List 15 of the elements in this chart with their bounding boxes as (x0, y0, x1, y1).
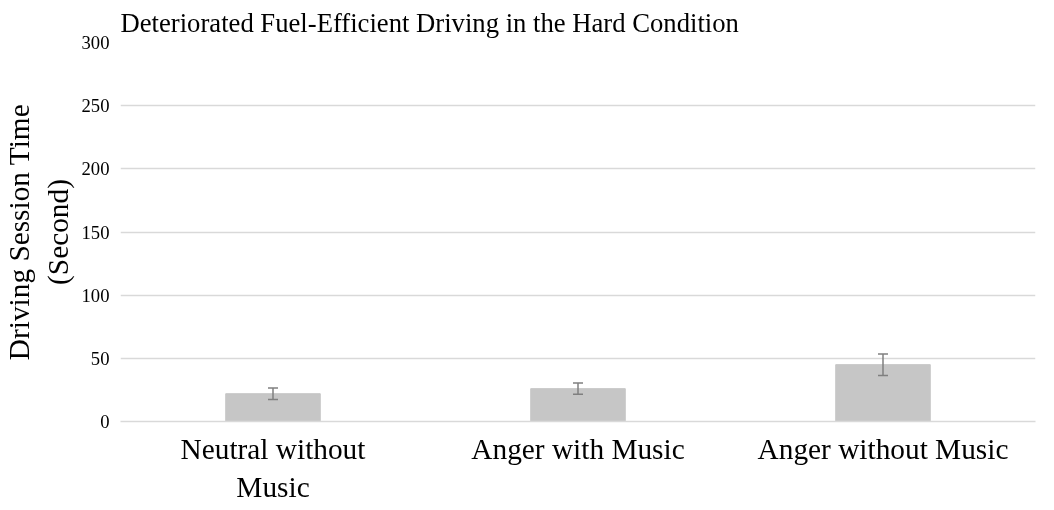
y-tick-label: 0 (100, 411, 110, 432)
y-tick-label: 300 (81, 32, 110, 53)
x-tick-label: Anger without Music (757, 432, 1009, 465)
x-tick-label: Neutral without Music (180, 432, 366, 503)
y-tick-label: 250 (81, 95, 110, 117)
x-tick-label: Anger with Music (471, 432, 685, 465)
bar (225, 393, 321, 422)
y-tick-label: 50 (90, 347, 110, 369)
y-tick-label: 150 (81, 221, 110, 243)
bar (530, 388, 626, 422)
y-tick-label: 100 (81, 284, 110, 306)
y-axis-title: Driving Session Time (Second) (3, 104, 75, 361)
y-tick-label: 200 (81, 158, 110, 180)
bar (835, 364, 931, 422)
chart-title: Deteriorated Fuel-Efficient Driving in the Hard Condition (120, 7, 739, 38)
